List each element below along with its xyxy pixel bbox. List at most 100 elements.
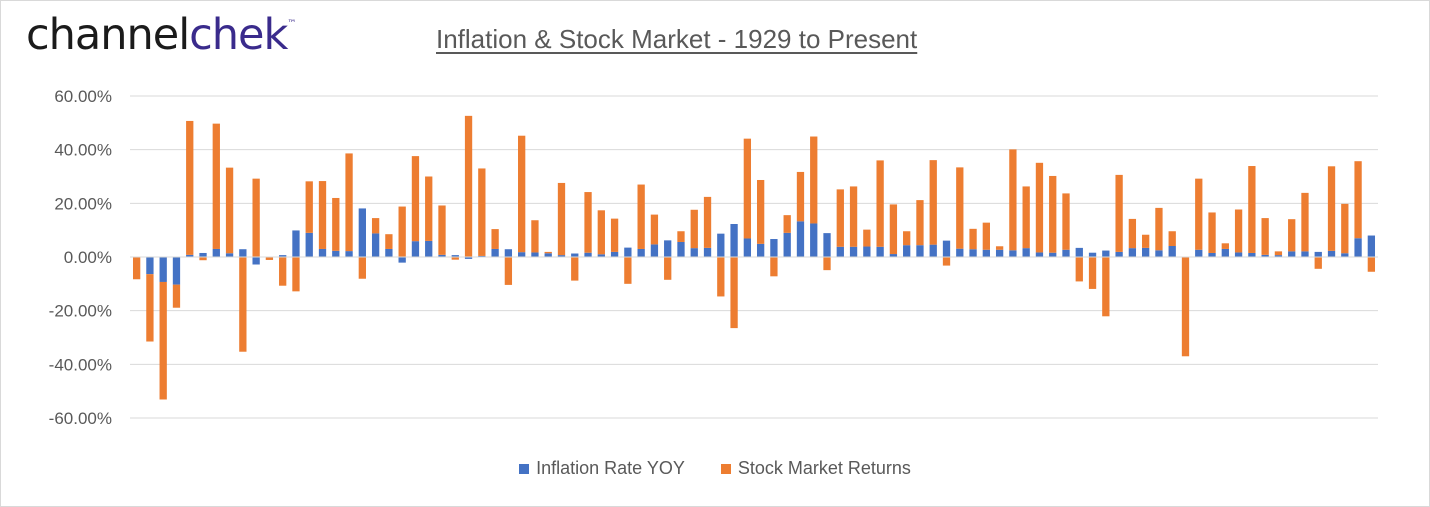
stock-return-bar	[1274, 251, 1283, 256]
inflation-bar	[345, 251, 353, 257]
stock-return-bar	[1208, 212, 1216, 253]
channelchek-logo: channelchek™	[26, 10, 296, 60]
stock-return-bar	[1075, 257, 1083, 282]
inflation-bar	[624, 247, 632, 257]
stock-return-bar	[1234, 209, 1243, 253]
inflation-bar	[159, 257, 167, 282]
inflation-bar	[783, 232, 791, 257]
inflation-bar	[1128, 248, 1137, 257]
inflation-bar	[544, 253, 552, 257]
inflation-bar	[942, 240, 951, 257]
stock-return-bar	[544, 251, 552, 254]
inflation-bar	[889, 254, 898, 257]
inflation-bar	[478, 255, 486, 257]
stock-return-bar	[518, 135, 526, 253]
stock-return-bar	[292, 257, 300, 292]
inflation-bar	[1062, 249, 1070, 257]
inflation-bar	[1168, 246, 1176, 257]
inflation-bar	[1327, 250, 1336, 257]
inflation-bar	[172, 257, 181, 285]
stock-return-bar	[982, 222, 990, 250]
stock-return-bar	[942, 257, 951, 266]
stock-return-bar	[411, 156, 420, 242]
stock-return-bar	[597, 210, 605, 255]
inflation-bar	[584, 252, 592, 257]
stock-return-bar	[279, 257, 287, 286]
inflation-bar	[1341, 253, 1349, 257]
stock-return-bar	[358, 257, 366, 279]
stock-return-bar	[557, 182, 566, 256]
stock-return-bar	[796, 171, 805, 222]
inflation-bar	[1195, 249, 1203, 257]
stock-return-bar	[318, 181, 327, 249]
inflation-bar	[610, 251, 619, 257]
stock-return-bar	[1248, 166, 1256, 253]
stock-return-bar	[305, 181, 313, 233]
inflation-bar	[637, 248, 645, 257]
inflation-bar	[1155, 250, 1163, 257]
legend-item-inflation: Inflation Rate YOY	[519, 458, 685, 479]
inflation-bar	[557, 255, 566, 257]
stock-return-bar	[1261, 218, 1269, 255]
inflation-bar	[371, 233, 380, 257]
stock-return-bar	[1035, 162, 1044, 253]
stock-return-bar	[186, 120, 194, 255]
stock-return-bar	[425, 176, 433, 241]
legend-label-stock: Stock Market Returns	[737, 458, 911, 478]
stock-return-bar	[212, 123, 220, 249]
stock-return-bar	[703, 196, 712, 248]
stock-return-bar	[265, 257, 274, 260]
inflation-bar	[743, 238, 752, 257]
inflation-bar	[1221, 248, 1229, 257]
y-tick-label: 20.00%	[54, 194, 112, 213]
stock-return-bar	[478, 168, 486, 256]
stock-return-bar	[531, 220, 539, 253]
inflation-bar	[239, 249, 247, 257]
stock-return-bar	[770, 257, 778, 277]
inflation-bar	[703, 247, 712, 257]
inflation-bar	[438, 254, 446, 257]
inflation-bar	[1314, 251, 1322, 257]
stock-return-bar	[199, 257, 207, 261]
y-tick-label: -60.00%	[49, 409, 112, 428]
inflation-bar	[796, 221, 805, 257]
inflation-bar	[1234, 252, 1243, 257]
inflation-bar	[650, 244, 659, 257]
inflation-bar	[876, 246, 884, 257]
stock-return-bar	[451, 257, 459, 260]
stock-return-bar	[969, 228, 977, 250]
stock-return-bar	[1288, 219, 1296, 252]
legend: Inflation Rate YOY Stock Market Returns	[0, 458, 1430, 479]
stock-return-bar	[903, 231, 911, 246]
stock-return-bar	[1327, 166, 1336, 251]
inflation-bar	[199, 252, 207, 257]
gridlines	[130, 95, 1378, 419]
stock-return-bar	[584, 192, 592, 253]
inflation-bar	[1208, 252, 1216, 257]
inflation-bar	[305, 232, 313, 257]
inflation-bar	[982, 249, 990, 257]
stock-return-bar	[849, 186, 858, 247]
inflation-bar	[186, 254, 194, 257]
inflation-bar	[1049, 252, 1057, 257]
stock-return-bar	[464, 115, 473, 257]
inflation-bar	[504, 249, 513, 257]
stock-return-bar	[438, 205, 446, 255]
stock-return-bar	[146, 274, 154, 342]
stock-return-bar	[717, 257, 725, 297]
stock-return-bar	[1022, 186, 1030, 249]
legend-swatch-inflation	[519, 463, 530, 474]
stock-return-bar	[610, 218, 619, 252]
inflation-bar	[836, 246, 844, 257]
inflation-bar	[332, 250, 340, 257]
inflation-bar	[318, 248, 327, 257]
y-tick-label: 40.00%	[54, 141, 112, 160]
stock-return-bar	[664, 257, 672, 280]
inflation-bar	[597, 254, 605, 257]
stock-return-bar	[650, 214, 659, 245]
y-tick-label: -40.00%	[49, 355, 112, 374]
stock-return-bar	[929, 160, 937, 245]
stock-return-bar	[1221, 243, 1229, 249]
stock-return-bar	[810, 136, 818, 224]
inflation-bar	[929, 244, 937, 257]
